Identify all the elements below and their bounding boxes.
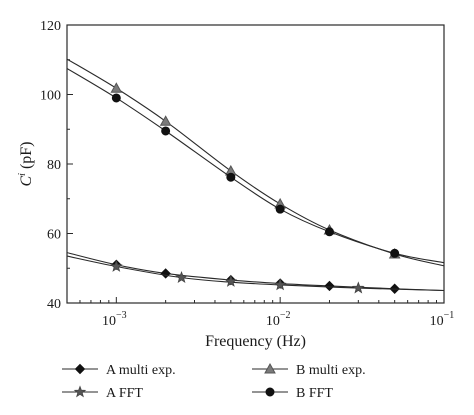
data-point (352, 281, 365, 294)
data-point (390, 248, 400, 258)
data-point (110, 82, 123, 93)
legend-marker (74, 363, 86, 375)
legend-item: A multi exp. (62, 363, 176, 378)
data-point (159, 115, 172, 126)
data-point (324, 280, 335, 292)
legend-item: A FFT (62, 385, 143, 401)
legend-label: B multi exp. (296, 363, 366, 378)
y-tick-label: 100 (40, 89, 61, 104)
series-line (67, 58, 444, 267)
plot-frame (66, 24, 445, 304)
x-tick-label: 10−2 (266, 310, 291, 329)
y-axis-label: Ci (pF) (17, 141, 35, 186)
legend-label: B FFT (296, 386, 333, 401)
data-point (226, 172, 236, 182)
legend-label: A FFT (106, 386, 143, 401)
series-triangle (67, 58, 444, 267)
legend-marker (264, 362, 276, 374)
legend-item: B FFT (252, 386, 333, 401)
data-point (160, 268, 171, 279)
data-point (111, 93, 121, 103)
y-tick-label: 80 (47, 158, 61, 173)
series-star (67, 255, 444, 294)
legend-item: B multi exp. (252, 362, 366, 378)
data-point (109, 259, 123, 272)
x-tick-label: 10−3 (102, 310, 127, 329)
series-circle (67, 67, 444, 264)
series-line (67, 255, 444, 292)
data-point (275, 204, 285, 214)
y-tick-label: 40 (47, 297, 61, 312)
x-tick-label: 10−1 (430, 310, 455, 329)
x-axis-label: Frequency (Hz) (205, 333, 306, 350)
data-point (175, 270, 188, 284)
legend-marker (265, 387, 275, 397)
data-point (324, 227, 334, 237)
data-point (161, 126, 171, 136)
y-tick-label: 60 (47, 228, 61, 243)
data-point (273, 278, 287, 291)
legend-marker (73, 385, 87, 398)
series-diamond (67, 252, 444, 294)
series-line (67, 252, 444, 292)
series-line (67, 67, 444, 264)
legend-label: A multi exp. (106, 363, 176, 378)
y-tick-label: 120 (40, 19, 61, 34)
data-point (224, 274, 238, 287)
